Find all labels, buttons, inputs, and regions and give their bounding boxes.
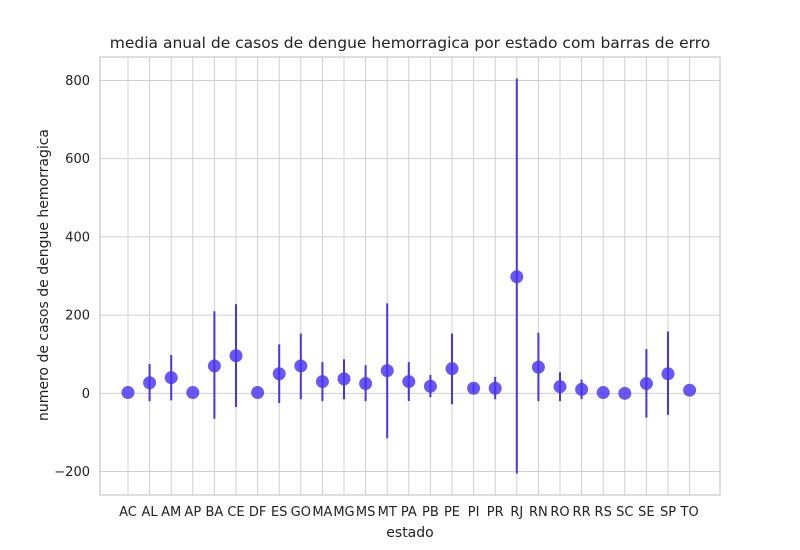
- x-tick-label-SP: SP: [660, 505, 676, 520]
- data-point-SE: [639, 377, 653, 391]
- x-tick-label-TO: TO: [680, 505, 699, 520]
- data-point-AL: [143, 376, 157, 390]
- data-marks: [121, 78, 697, 474]
- x-tick-label-SC: SC: [616, 505, 633, 520]
- x-tick-label-PA: PA: [401, 505, 417, 520]
- x-tick-label-SE: SE: [638, 505, 654, 520]
- x-axis-label: estado: [386, 525, 433, 541]
- y-tick-label--200: −200: [54, 465, 90, 480]
- x-tick-label-RN: RN: [529, 505, 548, 520]
- y-tick-label-200: 200: [65, 309, 90, 324]
- y-tick-label-800: 800: [65, 74, 90, 89]
- x-tick-label-BA: BA: [205, 505, 223, 520]
- y-tick-label-0: 0: [82, 387, 90, 402]
- data-point-PI: [467, 381, 481, 395]
- data-point-GO: [294, 359, 308, 373]
- data-point-MS: [359, 377, 373, 391]
- x-tick-label-PE: PE: [444, 505, 460, 520]
- x-tick-label-RO: RO: [550, 505, 569, 520]
- x-tick-label-MA: MA: [312, 505, 332, 520]
- x-tick-label-AC: AC: [119, 505, 137, 520]
- x-tick-label-CE: CE: [227, 505, 244, 520]
- x-tick-label-DF: DF: [249, 505, 267, 520]
- x-tick-label-ES: ES: [271, 505, 287, 520]
- data-point-PE: [445, 362, 459, 376]
- y-tick-label-400: 400: [65, 230, 90, 245]
- data-point-AP: [186, 386, 200, 400]
- x-tick-label-MT: MT: [378, 505, 397, 520]
- data-point-MG: [337, 372, 351, 386]
- data-point-BA: [207, 359, 221, 373]
- x-tick-label-RR: RR: [573, 505, 591, 520]
- data-point-RJ: [510, 270, 524, 284]
- chart-title: media anual de casos de dengue hemorragi…: [110, 34, 710, 52]
- data-point-AM: [164, 371, 178, 385]
- data-point-AC: [121, 386, 135, 400]
- data-point-MA: [315, 375, 329, 389]
- data-point-ES: [272, 367, 286, 381]
- data-point-RR: [575, 382, 589, 396]
- x-tick-label-AL: AL: [142, 505, 159, 520]
- data-point-PB: [423, 379, 437, 393]
- data-point-RO: [553, 380, 567, 394]
- grid-lines: [100, 57, 720, 495]
- data-point-RS: [596, 386, 610, 400]
- data-point-RN: [531, 360, 545, 374]
- x-tick-label-AM: AM: [161, 505, 181, 520]
- x-tick-label-MS: MS: [356, 505, 375, 520]
- x-tick-label-PI: PI: [468, 505, 480, 520]
- data-point-PA: [402, 375, 416, 389]
- data-point-MT: [380, 364, 394, 378]
- x-tick-label-RJ: RJ: [510, 505, 523, 520]
- data-point-SC: [618, 386, 632, 400]
- data-point-PR: [488, 381, 502, 395]
- plot-area: [99, 56, 721, 496]
- data-point-DF: [251, 386, 265, 400]
- x-tick-label-RS: RS: [595, 505, 612, 520]
- data-point-SP: [661, 367, 675, 381]
- y-tick-label-600: 600: [65, 152, 90, 167]
- data-point-CE: [229, 349, 243, 363]
- x-tick-label-PR: PR: [487, 505, 504, 520]
- x-tick-label-MG: MG: [333, 505, 354, 520]
- y-axis-label: numero de casos de dengue hemorragica: [36, 129, 52, 421]
- data-point-TO: [683, 383, 697, 397]
- x-tick-label-GO: GO: [291, 505, 311, 520]
- x-tick-label-PB: PB: [422, 505, 439, 520]
- x-tick-label-AP: AP: [184, 505, 201, 520]
